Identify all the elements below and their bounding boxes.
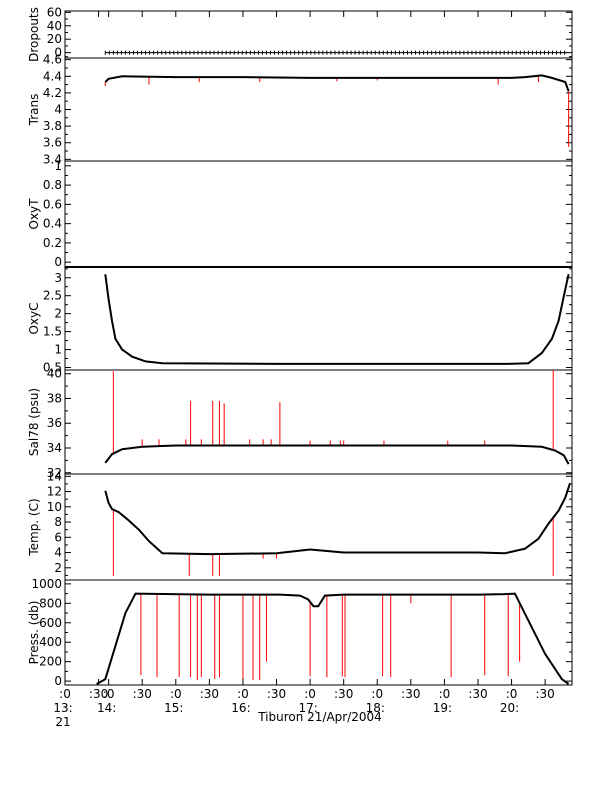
time-axis-caption: Tiburon 21/Apr/2004 (257, 710, 382, 724)
y-tick-label: 4 (54, 103, 62, 117)
x-tick-label: :0 (439, 687, 451, 701)
x-tick-label: :0 (170, 687, 182, 701)
y-tick-label: 32 (47, 466, 62, 480)
y-axis-label: Dropouts (27, 7, 41, 62)
y-axis-label: Press. (db) (27, 601, 41, 665)
x-tick-label: :0 (506, 687, 518, 701)
y-tick-label: 3 (54, 271, 62, 285)
x-tick-hour-label: 16: (231, 701, 250, 715)
x-tick-label: :0 (59, 687, 71, 701)
y-tick-label: 4.2 (43, 86, 62, 100)
x-tick-label: :30 (267, 687, 286, 701)
series-line (104, 273, 570, 365)
x-tick-hour-label: 15: (164, 701, 183, 715)
y-tick-label: 34 (47, 441, 62, 455)
y-tick-label: 2 (54, 307, 62, 321)
y-tick-label: 2.5 (43, 289, 62, 303)
panel-frame (64, 369, 573, 475)
x-tick-hour-label: 17: (298, 701, 317, 715)
y-tick-label: 4.4 (43, 69, 62, 83)
y-tick-label: 1 (54, 343, 62, 357)
y-tick-label: 600 (39, 616, 62, 630)
y-tick-label: 0.2 (43, 236, 62, 250)
x-tick-hour-label: 20: (500, 701, 519, 715)
panel-frame (64, 473, 573, 581)
y-tick-label: 4 (54, 546, 62, 560)
x-tick-label: :30 (401, 687, 420, 701)
y-tick-label: 10 (47, 500, 62, 514)
y-tick-label: 8 (54, 515, 62, 529)
y-axis-label: OxyC (27, 302, 41, 334)
y-tick-label: 0.6 (43, 197, 62, 211)
y-tick-label: 3.4 (43, 152, 62, 166)
panel-6: Press. (db) 0 200 400 600 800 1000 (27, 577, 573, 688)
y-tick-label: 3.8 (43, 119, 62, 133)
x-tick-label: :30 (535, 687, 554, 701)
x-tick-label: :0 (304, 687, 316, 701)
y-axis-label: Sal78 (psu) (27, 388, 41, 456)
y-tick-label: 40 (47, 19, 62, 33)
y-tick-label: 0.8 (43, 178, 62, 192)
y-tick-label: 800 (39, 596, 62, 610)
y-axis-label: Trans (27, 94, 41, 127)
y-tick-label: 0.4 (43, 217, 62, 231)
x-tick-label: :30 (200, 687, 219, 701)
y-tick-label: 1000 (31, 577, 62, 591)
series-line (96, 592, 570, 685)
y-tick-label: 20 (47, 32, 62, 46)
y-tick-label: 0 (54, 46, 62, 60)
x-tick-day-label: 21 (55, 715, 70, 729)
panel-3: OxyC 0.5 1 1.5 2 2.5 3 (27, 266, 573, 374)
panel-1: Trans 3.4 3.6 3.8 4 4.2 4.4 4.6 (27, 53, 573, 166)
x-tick-hour-label: 18: (366, 701, 385, 715)
y-tick-label: 1 (54, 159, 62, 173)
x-tick-label: :30 (133, 687, 152, 701)
panel-frame (64, 57, 573, 162)
series-line (104, 482, 571, 556)
panel-frame (64, 160, 573, 268)
y-tick-label: 2 (54, 561, 62, 575)
y-axis-label: OxyT (27, 198, 41, 230)
y-tick-label: 6 (54, 530, 62, 544)
y-tick-label: 0 (54, 255, 62, 269)
y-tick-label: 60 (47, 5, 62, 19)
x-tick-hour-label: 19: (433, 701, 452, 715)
series-line (104, 74, 570, 92)
y-tick-label: 0 (54, 674, 62, 688)
panel-2: OxyT 0 0.2 0.4 0.6 0.8 1 (27, 159, 573, 269)
y-tick-label: 3.6 (43, 136, 62, 150)
y-tick-label: 38 (47, 391, 62, 405)
time-axis: :013:21:30:014::30:015::30:016::30:017::… (53, 11, 555, 729)
panels-group: Dropouts 0204060Trans3.43.63.844.24.44.6O… (27, 5, 573, 688)
y-tick-label: 40 (47, 367, 62, 381)
x-tick-label: :30 (334, 687, 353, 701)
x-tick-label: :0 (103, 687, 115, 701)
y-tick-label: 4.6 (43, 53, 62, 67)
y-tick-label: 0.5 (43, 360, 62, 374)
x-tick-hour-label: 13: (53, 701, 72, 715)
y-axis-label: Temp. (C) (27, 498, 41, 556)
x-tick-label: :30 (468, 687, 487, 701)
panel-4: Sal78 (psu) 32 34 36 38 40 (27, 367, 573, 480)
y-tick-label: 36 (47, 416, 62, 430)
y-tick-label: 1.5 (43, 325, 62, 339)
y-tick-label: 400 (39, 635, 62, 649)
panel-frame (64, 266, 573, 371)
series-line (104, 444, 570, 465)
x-tick-label: :0 (237, 687, 249, 701)
y-tick-label: 14 (47, 469, 62, 483)
x-tick-hour-label: 14: (97, 701, 116, 715)
x-tick-label: :30 (89, 687, 108, 701)
y-tick-label: 12 (47, 485, 62, 499)
x-tick-label: :0 (371, 687, 383, 701)
y-tick-label: 200 (39, 655, 62, 669)
